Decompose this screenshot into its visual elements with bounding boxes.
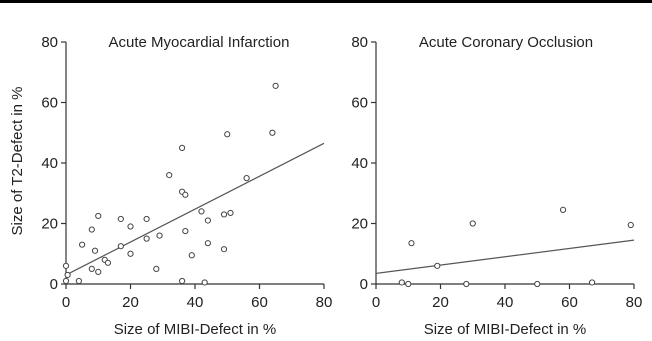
data-point xyxy=(104,259,112,266)
data-point xyxy=(75,277,83,285)
regression-line xyxy=(65,142,325,276)
y-tick-label: 0 xyxy=(50,276,58,293)
data-point xyxy=(269,129,276,136)
x-tick-label: 40 xyxy=(497,294,514,311)
y-tick-label: 0 xyxy=(360,276,368,293)
data-point xyxy=(95,268,102,275)
y-axis-label: Size of T2-Defect in % xyxy=(9,87,26,236)
x-tick-label: 80 xyxy=(316,294,333,311)
data-point xyxy=(182,227,189,235)
data-point xyxy=(627,221,634,229)
data-point xyxy=(143,235,150,242)
x-tick-label: 0 xyxy=(372,294,380,311)
chart-title: Acute Myocardial Infarction xyxy=(109,34,290,51)
regression-line xyxy=(375,239,635,275)
data-point xyxy=(156,232,163,239)
data-point xyxy=(243,175,250,182)
panel-1: Acute Myocardial Infarction 0 20 40 60 80 0 20 4… xyxy=(9,34,332,338)
x-tick-label: 60 xyxy=(251,294,268,311)
x-axis-label: Size of MIBI-Defect in % xyxy=(114,321,277,338)
data-point xyxy=(463,280,470,288)
data-point xyxy=(272,82,279,89)
x-tick-label: 60 xyxy=(561,294,578,311)
data-point xyxy=(204,217,211,224)
x-axis-label: Size of MIBI-Defect in % xyxy=(424,321,587,338)
data-point xyxy=(559,206,567,213)
x-tick-label: 80 xyxy=(626,294,643,311)
data-point xyxy=(95,212,102,220)
x-tick-label: 20 xyxy=(122,294,139,311)
y-tick-label: 20 xyxy=(41,216,58,233)
x-tick-label: 20 xyxy=(432,294,449,311)
data-point xyxy=(204,240,211,247)
data-point xyxy=(127,250,134,257)
data-point xyxy=(588,279,596,286)
y-tick-label: 80 xyxy=(41,34,58,51)
y-tick-label: 60 xyxy=(351,95,368,112)
data-point xyxy=(166,172,173,179)
data-point xyxy=(62,277,70,285)
data-point xyxy=(88,226,95,233)
x-tick-label: 40 xyxy=(187,294,204,311)
data-point xyxy=(182,191,189,198)
data-point xyxy=(405,280,412,288)
y-tick-label: 20 xyxy=(351,216,368,233)
data-point xyxy=(434,262,441,269)
y-tick-label: 40 xyxy=(351,155,368,172)
data-point xyxy=(188,252,195,259)
data-point xyxy=(79,241,86,248)
data-point xyxy=(398,279,405,286)
data-point xyxy=(220,211,228,218)
data-point xyxy=(179,277,186,285)
y-tick-label: 60 xyxy=(41,95,58,112)
top-rule xyxy=(0,0,652,3)
data-point xyxy=(62,262,70,269)
data-point xyxy=(64,271,71,279)
data-point xyxy=(91,247,99,254)
data-point xyxy=(227,209,234,217)
chart-title: Acute Coronary Occlusion xyxy=(419,34,593,51)
data-point xyxy=(143,215,150,223)
data-point xyxy=(224,131,231,138)
data-point xyxy=(153,265,160,272)
data-point xyxy=(201,279,208,286)
data-point xyxy=(88,265,95,272)
y-tick-label: 80 xyxy=(351,34,368,51)
data-point xyxy=(117,243,124,250)
panel-2: Acute Coronary Occlusion 0 20 40 60 80 0 20 40 60… xyxy=(351,34,642,338)
y-tick-label: 40 xyxy=(41,155,58,172)
data-point xyxy=(127,223,134,230)
data-point xyxy=(408,240,415,247)
data-point xyxy=(469,220,476,227)
data-point xyxy=(179,144,186,151)
x-tick-label: 0 xyxy=(62,294,70,311)
data-point xyxy=(198,208,205,215)
data-point xyxy=(117,215,124,223)
data-point xyxy=(534,280,541,288)
data-point xyxy=(220,246,228,253)
